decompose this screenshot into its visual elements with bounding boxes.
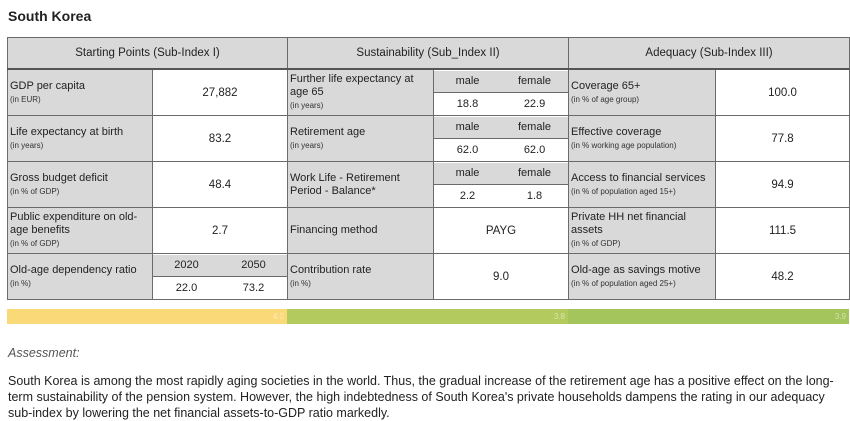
indicator-label: Coverage 65+ (in % of age group) xyxy=(568,68,717,116)
indicator-value: 100.0 xyxy=(715,68,850,116)
header-starting-points: Starting Points (Sub-Index I) xyxy=(7,37,288,70)
score-bar-adequacy: 3.9 xyxy=(568,309,849,324)
indicator-split-value: 2020 2050 22.0 73.2 xyxy=(152,253,288,300)
table-row: Gross budget deficit (in % of GDP) 48.4 Wor… xyxy=(7,161,850,208)
indicator-value: PAYG xyxy=(432,207,570,254)
score-label: 3.8 xyxy=(553,312,565,321)
subheader: female xyxy=(518,121,552,133)
indicator-split-value: male female 2.2 1.8 xyxy=(432,161,570,208)
indicator-name: Old-age dependency ratio xyxy=(10,263,137,276)
indicator-name: Further life expectancy at age 65 xyxy=(290,73,414,98)
indicator-label: Effective coverage (in % working age popu… xyxy=(568,115,717,162)
table-row: Old-age dependency ratio (in %) 2020 2050 22… xyxy=(7,253,850,300)
subheader: male xyxy=(455,75,480,87)
indicator-label: Contribution rate (in %) xyxy=(287,253,434,300)
score-bar-starting-points: 4.2 xyxy=(7,309,287,324)
indicator-value: 9.0 xyxy=(432,253,570,300)
indicator-unit: (in years) xyxy=(290,101,324,110)
table-row: Life expectancy at birth (in years) 83.2 Re… xyxy=(7,115,850,162)
subheader: 2050 xyxy=(241,259,266,271)
indicator-label: Further life expectancy at age 65 (in yea… xyxy=(287,68,434,116)
indicator-label: GDP per capita (in EUR) xyxy=(7,68,153,116)
indicator-label: Life expectancy at birth (in years) xyxy=(7,115,153,162)
indicator-label: Public expenditure on old-age benefits (i… xyxy=(7,207,153,254)
indicator-label: Private HH net financial assets (in % of … xyxy=(568,207,717,254)
value: 62.0 xyxy=(523,143,546,156)
indicator-unit: (in % of population aged 25+) xyxy=(571,278,676,288)
pension-index-table: Starting Points (Sub-Index I) Sustainabi… xyxy=(7,37,850,300)
indicator-split-value: male female 62.0 62.0 xyxy=(432,115,570,162)
subheader: male xyxy=(455,167,480,179)
indicator-name: Gross budget deficit xyxy=(10,171,108,184)
indicator-value: 48.2 xyxy=(715,253,850,300)
indicator-value: 77.8 xyxy=(715,115,850,162)
indicator-label: Old-age as savings motive (in % of popula… xyxy=(568,253,717,300)
indicator-name: Effective coverage xyxy=(571,125,662,138)
country-title: South Korea xyxy=(8,8,92,24)
indicator-unit: (in %) xyxy=(10,278,31,288)
indicator-value: 27,882 xyxy=(152,68,288,116)
score-bar-sustainability: 3.8 xyxy=(287,309,568,324)
indicator-label: Financing method xyxy=(287,207,434,254)
indicator-name: Private HH net financial assets xyxy=(571,211,686,236)
indicator-name: Public expenditure on old-age benefits xyxy=(10,211,138,236)
indicator-label: Gross budget deficit (in % of GDP) xyxy=(7,161,153,208)
indicator-label: Work Life - Retirement Period - Balance* xyxy=(287,161,434,208)
indicator-unit: (in EUR) xyxy=(10,94,41,104)
indicator-name: Work Life - Retirement Period - Balance* xyxy=(290,171,400,197)
indicator-name: Financing method xyxy=(290,224,378,236)
subheader: 2020 xyxy=(174,259,199,271)
indicator-unit: (in years) xyxy=(10,140,44,150)
table-row: Public expenditure on old-age benefits (i… xyxy=(7,207,850,254)
indicator-label: Retirement age (in years) xyxy=(287,115,434,162)
header-adequacy: Adequacy (Sub-Index III) xyxy=(568,37,850,70)
indicator-name: Access to financial services xyxy=(571,171,706,184)
indicator-label: Old-age dependency ratio (in %) xyxy=(7,253,153,300)
indicator-value: 111.5 xyxy=(715,207,850,254)
indicator-value: 94.9 xyxy=(715,161,850,208)
indicator-value: 83.2 xyxy=(152,115,288,162)
indicator-unit: (in % of GDP) xyxy=(10,186,60,196)
value: 22.0 xyxy=(175,281,198,294)
indicator-unit: (in %) xyxy=(290,278,311,288)
indicator-name: Coverage 65+ xyxy=(571,79,641,92)
indicator-name: Life expectancy at birth xyxy=(10,125,124,138)
value: 2.2 xyxy=(459,189,476,202)
subheader: female xyxy=(518,167,552,179)
subheader: female xyxy=(518,75,552,87)
indicator-label: Access to financial services (in % of pop… xyxy=(568,161,717,208)
indicator-unit: (in years) xyxy=(290,140,324,150)
indicator-split-value: male female 18.8 22.9 xyxy=(432,68,570,116)
indicator-name: Old-age as savings motive xyxy=(571,263,701,276)
score-label: 3.9 xyxy=(834,312,846,321)
indicator-unit: (in % of population aged 15+) xyxy=(571,186,676,196)
value: 18.8 xyxy=(456,97,479,110)
score-label: 4.2 xyxy=(272,312,284,321)
subheader: male xyxy=(455,121,480,133)
indicator-unit: (in % working age population) xyxy=(571,140,677,150)
indicator-name: Contribution rate xyxy=(290,263,372,276)
indicator-unit: (in % of GDP) xyxy=(571,239,621,248)
indicator-value: 48.4 xyxy=(152,161,288,208)
value: 73.2 xyxy=(242,281,265,294)
table-row: GDP per capita (in EUR) 27,882 Further life… xyxy=(7,68,850,116)
value: 1.8 xyxy=(526,189,543,202)
assessment-heading: Assessment: xyxy=(8,346,80,360)
value: 62.0 xyxy=(456,143,479,156)
indicator-unit: (in % of age group) xyxy=(571,94,640,104)
indicator-unit: (in % of GDP) xyxy=(10,239,60,248)
indicator-name: GDP per capita xyxy=(10,79,86,92)
indicator-name: Retirement age xyxy=(290,125,366,138)
indicator-value: 2.7 xyxy=(152,207,288,254)
value: 22.9 xyxy=(523,97,546,110)
assessment-text: South Korea is among the most rapidly ag… xyxy=(8,374,834,420)
header-sustainability: Sustainability (Sub_Index II) xyxy=(286,37,570,70)
